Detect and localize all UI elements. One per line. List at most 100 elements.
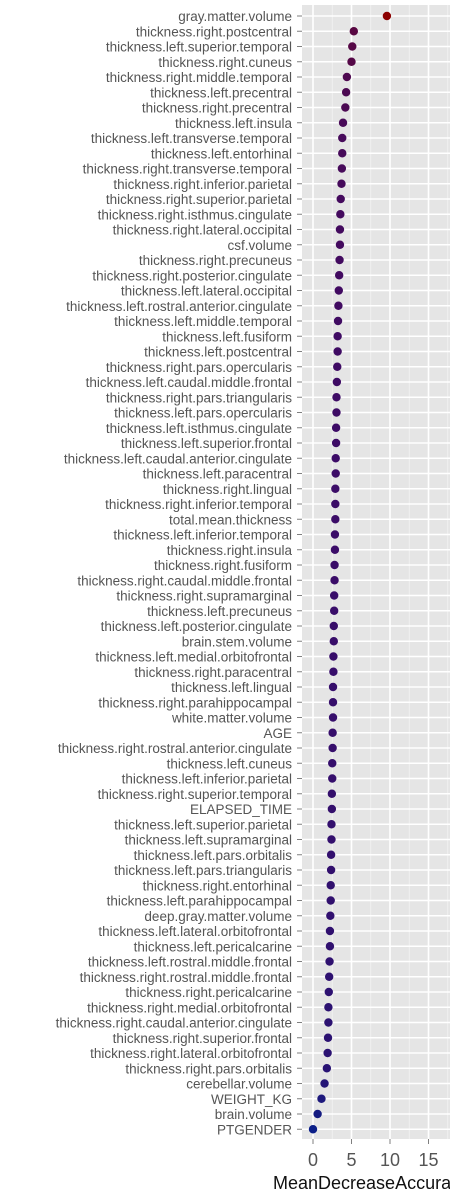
data-point <box>336 210 345 219</box>
data-point <box>331 438 341 448</box>
data-point <box>324 972 334 981</box>
y-tick-label: thickness.right.transverse.temporal <box>83 162 292 177</box>
data-point <box>327 820 336 829</box>
data-point <box>324 987 333 997</box>
y-tick-label: thickness.right.supramarginal <box>116 589 292 604</box>
y-tick-label: thickness.left.lingual <box>171 680 292 695</box>
data-point <box>330 560 339 570</box>
y-tick-label: deep.gray.matter.volume <box>144 909 292 924</box>
y-tick-label: thickness.right.superior.temporal <box>98 787 292 802</box>
data-point <box>333 332 342 341</box>
data-point <box>328 713 338 722</box>
y-tick-label: thickness.left.parahippocampal <box>107 894 292 909</box>
data-point <box>333 362 342 371</box>
data-point <box>333 316 343 326</box>
x-tick-label: 15 <box>418 1150 438 1170</box>
y-tick-label: thickness.left.fusiform <box>162 329 292 344</box>
data-point <box>335 255 344 265</box>
data-point <box>328 728 337 737</box>
y-tick-label: thickness.left.lateral.occipital <box>121 284 292 299</box>
y-tick-label: thickness.right.pars.orbitalis <box>125 1061 292 1076</box>
data-point <box>325 942 335 951</box>
y-tick-label: thickness.right.fusiform <box>154 558 292 573</box>
y-tick-label: thickness.left.inferior.temporal <box>113 528 292 543</box>
y-tick-label: thickness.right.inferior.parietal <box>113 177 292 192</box>
y-tick-label: thickness.right.lateral.occipital <box>113 223 292 238</box>
data-point <box>329 667 338 676</box>
y-tick-label: thickness.right.postcentral <box>136 24 292 39</box>
y-tick-label: thickness.left.postcentral <box>144 345 292 360</box>
data-point <box>338 133 347 143</box>
y-tick-label: thickness.left.transverse.temporal <box>91 131 292 146</box>
data-point <box>332 408 341 417</box>
x-tick-label: 5 <box>346 1150 356 1170</box>
data-point <box>328 682 338 692</box>
y-tick-label: thickness.right.superior.frontal <box>113 1031 292 1046</box>
y-tick-label: thickness.left.lateral.orbitofrontal <box>98 924 292 939</box>
data-point <box>329 621 338 631</box>
data-point <box>331 499 340 509</box>
data-point <box>330 576 339 585</box>
y-tick-label: thickness.left.isthmus.cingulate <box>106 421 292 436</box>
y-tick-label: brain.stem.volume <box>182 634 292 649</box>
data-point <box>324 1003 333 1012</box>
data-point <box>326 850 336 859</box>
data-point <box>328 743 337 753</box>
data-point <box>313 1109 322 1119</box>
y-tick-label: csf.volume <box>227 238 292 253</box>
data-point <box>341 103 350 112</box>
y-tick-label: thickness.right.caudal.middle.frontal <box>77 573 292 588</box>
y-tick-label: thickness.right.medial.orbitofrontal <box>87 1000 292 1015</box>
data-point <box>341 88 351 97</box>
data-point <box>328 774 337 783</box>
data-point <box>308 1125 318 1134</box>
data-point <box>331 454 340 463</box>
data-point <box>331 515 340 524</box>
data-point <box>334 301 343 310</box>
data-point <box>382 11 392 21</box>
grid-minor <box>331 5 449 1139</box>
x-tick-label: 0 <box>308 1150 318 1170</box>
y-tick-label: thickness.right.precentral <box>142 101 292 116</box>
data-point <box>333 347 342 356</box>
y-axis-ticks <box>297 15 302 1130</box>
y-tick-label: thickness.left.paracentral <box>143 467 292 482</box>
y-tick-label: thickness.right.pars.triangularis <box>106 390 292 405</box>
y-tick-label: thickness.right.cuneus <box>158 55 292 70</box>
data-point <box>323 1048 332 1058</box>
data-point <box>326 865 336 875</box>
data-point <box>326 896 335 905</box>
y-tick-label: thickness.right.rostral.middle.frontal <box>80 970 292 985</box>
data-point <box>335 225 345 234</box>
y-tick-label: thickness.right.pars.opercularis <box>106 360 292 375</box>
y-tick-label: thickness.left.caudal.middle.frontal <box>86 375 292 390</box>
y-tick-label: cerebellar.volume <box>186 1077 292 1092</box>
data-point <box>347 57 356 66</box>
y-tick-label: thickness.right.precuneus <box>139 253 292 268</box>
data-points <box>308 11 392 1134</box>
y-tick-label: PTGENDER <box>217 1122 292 1137</box>
y-tick-label: thickness.left.precuneus <box>147 604 292 619</box>
data-point <box>326 911 335 920</box>
data-point <box>324 1018 333 1027</box>
data-point <box>329 652 338 661</box>
data-point <box>329 637 338 646</box>
y-tick-label: thickness.left.pars.orbitalis <box>134 848 293 863</box>
y-tick-label: thickness.left.supramarginal <box>125 833 292 848</box>
data-point <box>336 194 345 204</box>
data-point <box>323 1033 333 1042</box>
y-tick-label: thickness.left.rostral.middle.frontal <box>88 955 292 970</box>
y-tick-label: thickness.left.superior.frontal <box>121 436 292 451</box>
y-tick-label: thickness.right.lingual <box>163 482 292 497</box>
y-tick-label: thickness.right.caudal.anterior.cingulat… <box>56 1016 292 1031</box>
data-point <box>322 1064 332 1073</box>
y-tick-label: thickness.left.pars.triangularis <box>114 863 292 878</box>
data-point <box>331 469 340 478</box>
data-point <box>325 957 334 966</box>
x-axis-ticks: 0 5 10 15 <box>308 1139 439 1170</box>
data-point <box>349 27 359 36</box>
data-point <box>329 606 339 615</box>
data-point <box>337 179 346 188</box>
y-tick-label: thickness.right.inferior.temporal <box>105 497 292 512</box>
